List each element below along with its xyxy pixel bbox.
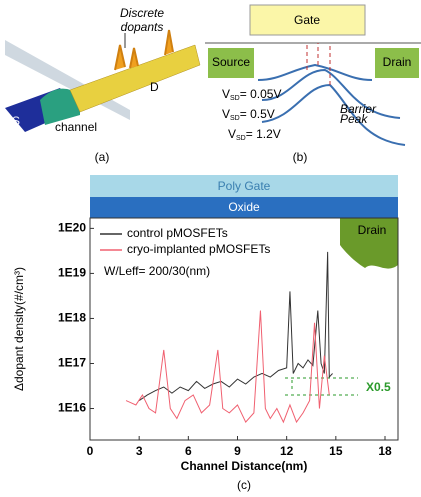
dopant-peaks	[114, 29, 174, 71]
factor-label: X0.5	[366, 380, 391, 394]
curve-label: V	[228, 127, 236, 141]
panel-a: Discrete dopants D S channel (a)	[5, 6, 201, 164]
oxide-bar	[90, 197, 398, 218]
x-tick-label: 6	[185, 444, 192, 458]
gate-label: Gate	[294, 13, 320, 27]
x-tick-label: 18	[378, 444, 392, 458]
curve-label: = 1.2V	[246, 127, 281, 141]
curve-label: = 0.5V	[240, 107, 275, 121]
band-curve	[257, 63, 373, 81]
annotation: Discrete	[120, 6, 164, 20]
drain-label: Drain	[358, 223, 387, 237]
series-line	[138, 251, 333, 402]
channel-surface	[40, 88, 80, 125]
note: W/Leff= 200/30(nm)	[104, 264, 210, 278]
y-axis-label: Δdopant density(#/cm³)	[12, 267, 26, 391]
x-tick-label: 0	[87, 444, 94, 458]
band-curve	[261, 83, 406, 146]
panel-label: (b)	[293, 150, 308, 164]
y-tick-label: 1E20	[58, 221, 86, 235]
curve-label: SD	[230, 95, 240, 102]
curve-label: VSD= 0.5V	[222, 107, 275, 122]
curve-label: VSD= 0.05V	[222, 87, 281, 102]
panel-label: (c)	[237, 478, 251, 492]
series-line	[125, 310, 330, 424]
poly-gate-bar	[90, 175, 398, 197]
drain-region	[340, 218, 398, 269]
y-tick-label: 1E16	[58, 401, 86, 415]
curve-label: = 0.05V	[240, 87, 282, 101]
drain-label: Drain	[383, 55, 412, 69]
legend-label: cryo-implanted pMOSFETs	[127, 242, 270, 256]
gate-box	[249, 4, 366, 36]
source-box	[208, 48, 254, 78]
drain-box	[375, 48, 419, 78]
drain-surface	[69, 44, 201, 113]
annotation: Peak	[340, 112, 368, 126]
plot-frame	[89, 217, 399, 441]
panel-label: (a)	[95, 150, 110, 164]
source-label: Source	[212, 55, 250, 69]
y-tick-label: 1E17	[58, 356, 86, 370]
legend-label: control pMOSFETs	[127, 226, 228, 240]
curve-label: V	[222, 107, 230, 121]
x-axis-label: Channel Distance(nm)	[181, 459, 308, 473]
x-tick-label: 12	[280, 444, 294, 458]
annotation: Barrier	[340, 102, 377, 116]
drain-label: D	[150, 80, 159, 94]
source-label: S	[12, 114, 20, 128]
band-curve	[261, 68, 401, 119]
curve-label: VSD= 1.2V	[228, 127, 281, 142]
curve-label: V	[222, 87, 230, 101]
annotation: dopants	[121, 20, 164, 34]
arrows	[306, 43, 331, 85]
factor-lines	[285, 377, 358, 396]
panel-b: Gate Source Drain VSD= 0.05V VSD= 0.5V V…	[205, 4, 421, 164]
x-tick-label: 9	[234, 444, 241, 458]
y-tick-label: 1E18	[58, 311, 86, 325]
oxide-label: Oxide	[228, 200, 260, 214]
curve-label: SD	[230, 115, 240, 122]
x-tick-label: 3	[136, 444, 143, 458]
x-tick-label: 15	[329, 444, 343, 458]
curve-label: SD	[236, 135, 246, 142]
y-tick-label: 1E19	[58, 266, 86, 280]
axis-label: channel	[55, 120, 97, 134]
gate-label: Poly Gate	[218, 179, 271, 193]
